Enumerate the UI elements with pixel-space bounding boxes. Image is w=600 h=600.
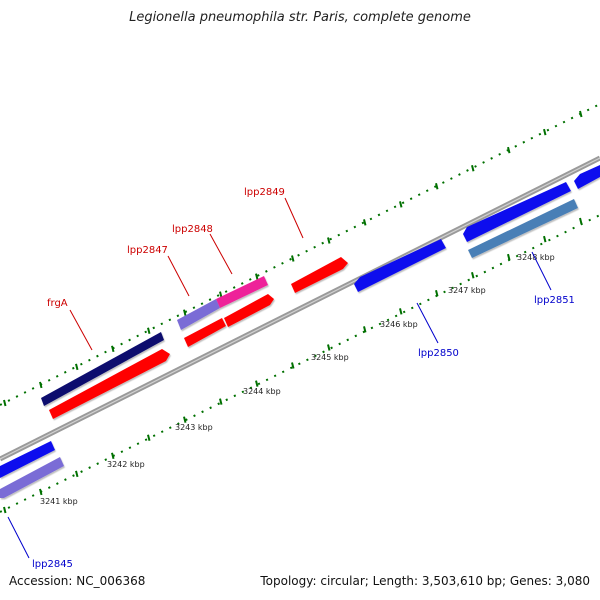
scale-label-3243: 3243 kbp: [175, 423, 213, 432]
major-tick: [255, 273, 259, 280]
major-tick: [399, 308, 403, 315]
gene-frgA[interactable]: [41, 332, 164, 406]
map-title: Legionella pneumophila str. Paris, compl…: [129, 10, 471, 25]
major-tick: [255, 380, 259, 387]
major-tick: [291, 362, 295, 369]
major-tick: [507, 253, 511, 261]
gene-label-lpp2849[interactable]: lpp2849: [244, 187, 285, 198]
inner-major-ticks: [3, 217, 583, 514]
gene-lpp2849[interactable]: [291, 257, 348, 293]
major-tick: [147, 434, 151, 441]
major-tick: [147, 327, 151, 334]
gene-blue-right[interactable]: [574, 165, 600, 189]
reverse-genes: [0, 165, 600, 498]
major-tick: [363, 326, 367, 333]
gene-red-small-a[interactable]: [184, 318, 226, 347]
major-tick: [183, 309, 187, 316]
major-tick: [435, 183, 439, 190]
gene-label-lpp2847[interactable]: lpp2847: [127, 245, 168, 256]
major-tick: [183, 416, 187, 423]
major-tick: [471, 271, 475, 279]
outer-dotted-ring: [0, 103, 600, 406]
gene-blue-long[interactable]: [463, 182, 571, 242]
gene-label-frgA[interactable]: frgA: [47, 298, 68, 309]
gene-labels: frgA lpp2847 lpp2848 lpp2849 lpp2845 lpp…: [32, 187, 575, 570]
outer-major-ticks: [3, 110, 583, 407]
gene-label-lpp2851[interactable]: lpp2851: [534, 295, 575, 306]
major-tick: [399, 201, 403, 208]
major-tick: [435, 290, 439, 297]
accession-text: Accession: NC_006368: [9, 574, 146, 588]
gene-lpp2846-red[interactable]: [49, 349, 170, 419]
scale-label-3248: 3248 kbp: [517, 253, 555, 262]
major-tick: [111, 452, 115, 460]
major-tick: [471, 164, 475, 172]
scale-label-3247: 3247 kbp: [448, 286, 486, 295]
major-tick: [327, 237, 331, 244]
scale-label-3242: 3242 kbp: [107, 460, 145, 469]
major-tick: [219, 398, 223, 405]
genome-summary-text: Topology: circular; Length: 3,503,610 bp…: [260, 574, 590, 588]
gene-blue-left-a[interactable]: [0, 441, 55, 478]
major-tick: [507, 146, 511, 154]
major-tick: [75, 470, 79, 478]
major-tick: [39, 488, 43, 496]
gene-lpp2847-part[interactable]: [177, 299, 220, 330]
major-tick: [39, 381, 43, 389]
major-tick: [579, 217, 583, 225]
gene-lpp2851[interactable]: [468, 199, 578, 258]
scale-label-3246: 3246 kbp: [380, 320, 418, 329]
inner-dotted-ring: [0, 214, 600, 513]
major-tick: [291, 255, 295, 262]
major-tick: [543, 128, 547, 136]
gene-label-lpp2845[interactable]: lpp2845: [32, 559, 73, 570]
major-tick: [327, 344, 331, 351]
scale-label-3241: 3241 kbp: [40, 497, 78, 506]
gene-lpp2850[interactable]: [354, 239, 446, 292]
forward-genes: [41, 257, 348, 419]
gene-label-lpp2848[interactable]: lpp2848: [172, 224, 213, 235]
scale-labels: 3241 kbp 3242 kbp 3243 kbp 3244 kbp 3245…: [40, 253, 555, 506]
major-tick: [3, 506, 7, 514]
gene-label-lpp2850[interactable]: lpp2850: [418, 348, 459, 359]
label-leaders: [7, 197, 552, 559]
scale-label-3245: 3245 kbp: [311, 353, 349, 362]
major-tick: [111, 345, 115, 353]
gene-lpp2848[interactable]: [216, 276, 268, 308]
major-tick: [543, 235, 547, 243]
genome-backbone: [0, 155, 600, 462]
major-tick: [3, 399, 7, 407]
gene-red-small-b[interactable]: [224, 294, 274, 327]
major-tick: [363, 219, 367, 226]
scale-label-3244: 3244 kbp: [243, 387, 281, 396]
major-tick: [75, 363, 79, 371]
gene-lpp2845[interactable]: [0, 457, 64, 498]
major-tick: [579, 110, 583, 118]
